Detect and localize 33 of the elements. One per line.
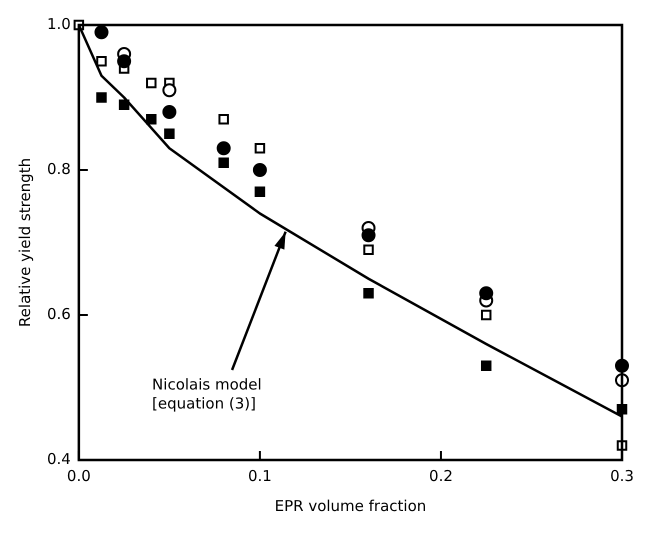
point bbox=[480, 310, 492, 320]
annotation: Nicolais model [equation (3)] bbox=[152, 375, 262, 412]
point bbox=[218, 114, 229, 124]
point bbox=[162, 105, 176, 119]
point bbox=[218, 158, 229, 168]
y-tick-label: 0.6 bbox=[46, 304, 71, 323]
point bbox=[254, 186, 266, 197]
point bbox=[162, 83, 176, 98]
point bbox=[96, 56, 107, 66]
point bbox=[480, 360, 492, 371]
point bbox=[146, 78, 157, 88]
y-axis-title: Relative yield strength bbox=[16, 158, 34, 328]
x-tick-label: 0.0 bbox=[66, 466, 91, 485]
x-tick-label: 0.2 bbox=[429, 466, 453, 485]
point bbox=[363, 288, 374, 298]
x-tick-label: 0.1 bbox=[248, 466, 272, 485]
y-tick-label: 1.0 bbox=[46, 14, 71, 33]
point bbox=[479, 286, 494, 300]
point bbox=[216, 141, 231, 156]
point bbox=[117, 54, 132, 68]
y-tick-label: 0.4 bbox=[46, 450, 71, 468]
point bbox=[164, 128, 175, 139]
point bbox=[96, 92, 107, 103]
point bbox=[254, 143, 266, 154]
point bbox=[146, 114, 157, 124]
x-tick-label: 0.3 bbox=[610, 466, 634, 485]
point bbox=[363, 244, 374, 255]
point bbox=[118, 100, 130, 110]
x-axis-title: EPR volume fraction bbox=[274, 496, 426, 515]
point bbox=[362, 228, 376, 242]
point bbox=[94, 25, 108, 40]
point bbox=[252, 163, 267, 177]
y-tick-label: 0.8 bbox=[46, 160, 71, 178]
